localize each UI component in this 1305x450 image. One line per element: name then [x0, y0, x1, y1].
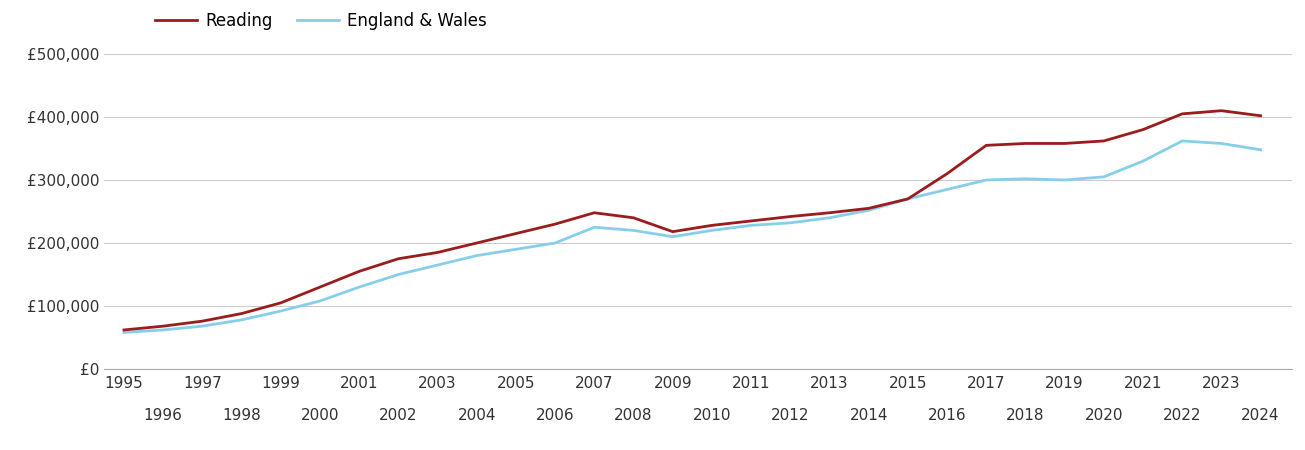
- England & Wales: [979, 177, 994, 183]
- England & Wales: [1018, 176, 1034, 181]
- England & Wales: [1057, 177, 1073, 183]
- Reading: [351, 269, 367, 274]
- Reading: [194, 319, 210, 324]
- Reading: [1253, 113, 1268, 118]
- Reading: [390, 256, 406, 261]
- Reading: [1135, 127, 1151, 132]
- Text: 2020: 2020: [1084, 408, 1124, 423]
- Legend: Reading, England & Wales: Reading, England & Wales: [149, 6, 493, 37]
- Reading: [625, 215, 641, 220]
- Reading: [547, 221, 562, 227]
- England & Wales: [861, 207, 877, 213]
- Reading: [861, 206, 877, 211]
- Reading: [273, 300, 288, 306]
- Text: 2018: 2018: [1006, 408, 1045, 423]
- England & Wales: [312, 298, 328, 304]
- Text: 1998: 1998: [222, 408, 261, 423]
- England & Wales: [1253, 147, 1268, 153]
- England & Wales: [508, 247, 523, 252]
- Text: 2002: 2002: [378, 408, 418, 423]
- Text: 2008: 2008: [615, 408, 652, 423]
- Line: Reading: Reading: [124, 111, 1261, 330]
- Text: 2016: 2016: [928, 408, 967, 423]
- England & Wales: [194, 324, 210, 329]
- Text: 1996: 1996: [144, 408, 183, 423]
- Reading: [783, 214, 799, 219]
- Reading: [468, 240, 484, 246]
- England & Wales: [1214, 141, 1229, 146]
- Text: 2006: 2006: [536, 408, 574, 423]
- England & Wales: [744, 223, 760, 228]
- Reading: [1096, 138, 1112, 144]
- Line: England & Wales: England & Wales: [124, 141, 1261, 333]
- England & Wales: [1135, 158, 1151, 164]
- Text: 2014: 2014: [850, 408, 887, 423]
- Reading: [155, 324, 171, 329]
- Reading: [822, 210, 838, 216]
- Text: 2022: 2022: [1163, 408, 1202, 423]
- England & Wales: [625, 228, 641, 233]
- Reading: [900, 196, 916, 202]
- England & Wales: [468, 253, 484, 258]
- Reading: [586, 210, 602, 216]
- England & Wales: [900, 196, 916, 202]
- Reading: [508, 231, 523, 236]
- Reading: [1214, 108, 1229, 113]
- Reading: [116, 327, 132, 333]
- England & Wales: [586, 225, 602, 230]
- England & Wales: [155, 327, 171, 333]
- England & Wales: [940, 187, 955, 192]
- England & Wales: [822, 215, 838, 220]
- England & Wales: [273, 308, 288, 314]
- England & Wales: [429, 262, 445, 268]
- England & Wales: [664, 234, 680, 239]
- England & Wales: [234, 317, 249, 323]
- England & Wales: [547, 240, 562, 246]
- Reading: [705, 223, 720, 228]
- Reading: [1057, 141, 1073, 146]
- Text: 2004: 2004: [458, 408, 496, 423]
- Reading: [664, 229, 680, 234]
- Reading: [979, 143, 994, 148]
- Reading: [234, 311, 249, 316]
- Reading: [429, 250, 445, 255]
- Reading: [1174, 111, 1190, 117]
- England & Wales: [351, 284, 367, 290]
- England & Wales: [1174, 138, 1190, 144]
- Reading: [940, 171, 955, 176]
- Text: 2010: 2010: [693, 408, 731, 423]
- England & Wales: [783, 220, 799, 225]
- Reading: [312, 284, 328, 290]
- Text: 2012: 2012: [771, 408, 809, 423]
- Reading: [1018, 141, 1034, 146]
- England & Wales: [116, 330, 132, 335]
- England & Wales: [1096, 174, 1112, 180]
- England & Wales: [390, 272, 406, 277]
- Text: 2000: 2000: [300, 408, 339, 423]
- Text: 2024: 2024: [1241, 408, 1280, 423]
- Reading: [744, 218, 760, 224]
- England & Wales: [705, 228, 720, 233]
